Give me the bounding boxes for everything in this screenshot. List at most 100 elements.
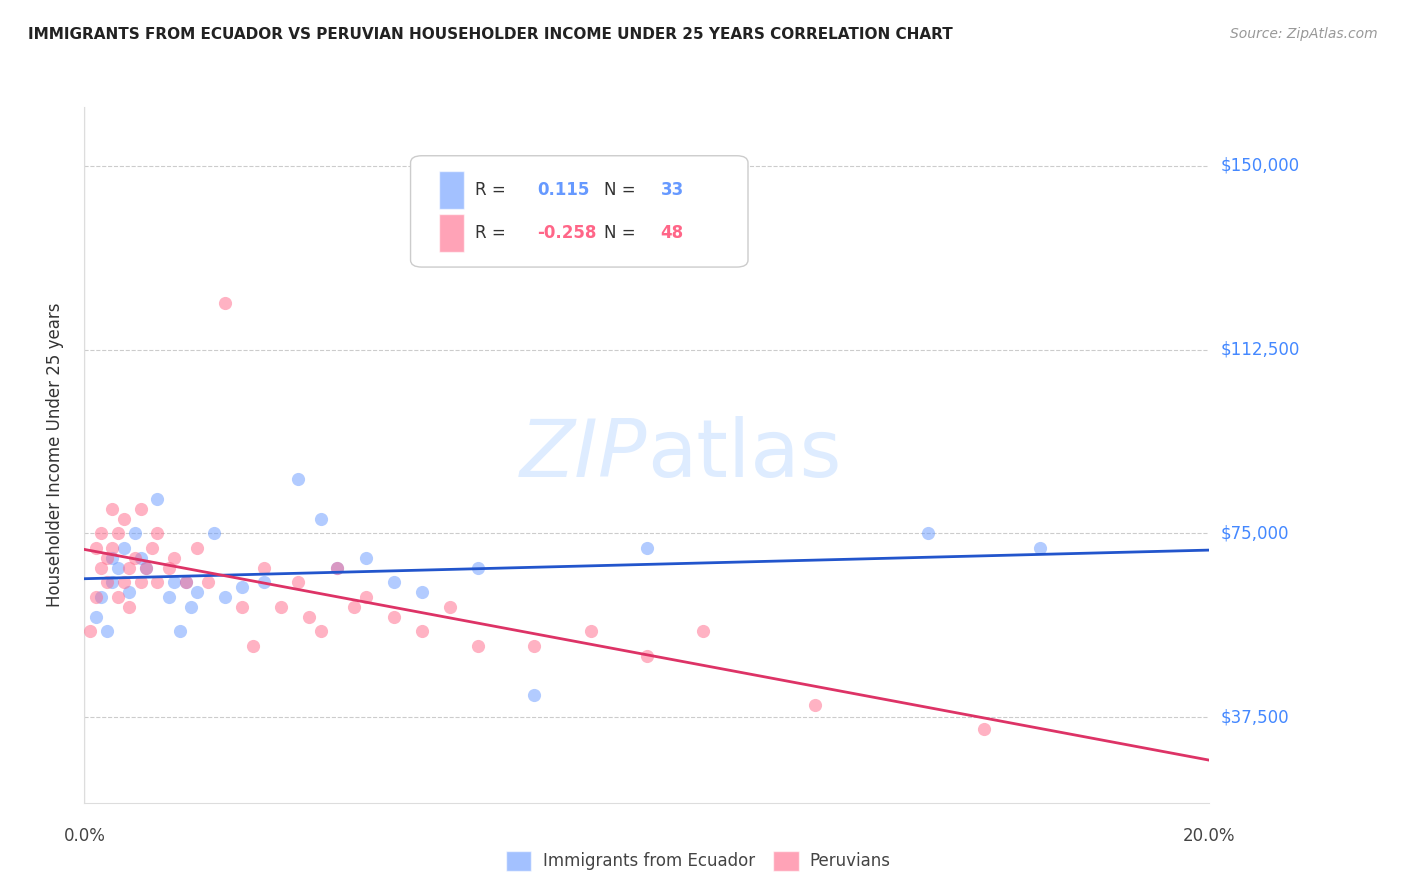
Text: $37,500: $37,500 [1220,708,1289,726]
Point [84,541,107,555]
Point [174,575,197,590]
Point [467,560,489,574]
Point [804,698,827,712]
Text: 0.0%: 0.0% [63,827,105,846]
Point [382,575,405,590]
Point [157,590,180,604]
Point [129,501,152,516]
Point [107,560,129,574]
Text: N =: N = [605,181,641,199]
Point [467,639,489,653]
Point [146,526,169,541]
Point [163,575,186,590]
Point [135,560,157,574]
Point [523,688,546,702]
FancyBboxPatch shape [411,156,748,267]
Point [180,599,202,614]
Point [96,624,118,639]
Text: 33: 33 [661,181,683,199]
Text: $150,000: $150,000 [1220,157,1299,175]
Point [163,550,186,565]
Point [146,575,169,590]
Point [157,560,180,574]
Bar [439,214,464,252]
Point [354,590,377,604]
Point [118,599,141,614]
Point [129,550,152,565]
Point [439,599,461,614]
Point [579,624,602,639]
Text: N =: N = [605,224,641,242]
Point [107,526,129,541]
Point [411,585,433,599]
Text: -0.258: -0.258 [537,224,596,242]
Point [917,526,939,541]
Text: IMMIGRANTS FROM ECUADOR VS PERUVIAN HOUSEHOLDER INCOME UNDER 25 YEARS CORRELATIO: IMMIGRANTS FROM ECUADOR VS PERUVIAN HOUS… [28,27,953,42]
Point [309,624,332,639]
Point [118,585,141,599]
Point [135,560,157,574]
Text: Source: ZipAtlas.com: Source: ZipAtlas.com [1230,27,1378,41]
Point [146,491,169,506]
Point [129,575,152,590]
Point [287,472,309,486]
Text: 20.0%: 20.0% [1182,827,1236,846]
Point [141,541,163,555]
Point [96,550,118,565]
Point [636,648,658,663]
Point [242,639,264,653]
Point [382,609,405,624]
Point [253,575,276,590]
Point [112,575,135,590]
Text: $75,000: $75,000 [1220,524,1289,542]
Point [112,511,135,525]
Point [107,590,129,604]
Point [101,501,124,516]
Text: 48: 48 [661,224,683,242]
Point [124,550,146,565]
Point [186,541,208,555]
Point [326,560,349,574]
Point [270,599,292,614]
Point [186,585,208,599]
Point [84,609,107,624]
Point [973,723,995,737]
Text: R =: R = [475,181,512,199]
Point [169,624,191,639]
Point [326,560,349,574]
Y-axis label: Householder Income Under 25 years: Householder Income Under 25 years [45,302,63,607]
Point [90,590,112,604]
Point [692,624,714,639]
Point [253,560,276,574]
Point [84,590,107,604]
Point [1029,541,1052,555]
Point [101,541,124,555]
Point [90,526,112,541]
Bar [439,171,464,209]
Point [214,296,236,310]
Point [636,541,658,555]
Point [118,560,141,574]
Point [112,541,135,555]
Point [309,511,332,525]
Point [411,624,433,639]
Point [197,575,219,590]
Point [231,599,253,614]
Point [174,575,197,590]
Text: Peruvians: Peruvians [810,852,891,870]
Point [287,575,309,590]
Point [354,550,377,565]
Point [343,599,366,614]
Text: ZIP: ZIP [519,416,647,494]
Text: R =: R = [475,224,512,242]
Text: 0.115: 0.115 [537,181,589,199]
Point [101,550,124,565]
Text: $112,500: $112,500 [1220,341,1299,359]
Point [101,575,124,590]
Point [523,639,546,653]
Point [298,609,321,624]
Point [96,575,118,590]
Point [79,624,101,639]
Text: Immigrants from Ecuador: Immigrants from Ecuador [543,852,755,870]
Text: atlas: atlas [647,416,841,494]
